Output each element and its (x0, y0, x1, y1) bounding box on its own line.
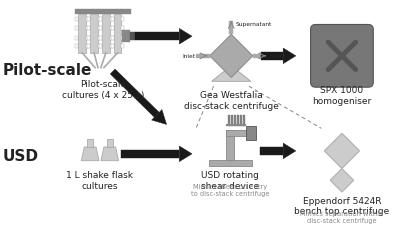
Bar (243, 115, 245, 127)
Bar (87, 18, 90, 21)
Bar (196, 55, 210, 58)
Polygon shape (212, 66, 251, 82)
Text: Pilot-scale
cultures (4 x 25 L): Pilot-scale cultures (4 x 25 L) (62, 80, 144, 99)
Text: USD rotating
shear device: USD rotating shear device (201, 171, 259, 190)
Bar (122, 37, 124, 41)
Bar (99, 27, 102, 31)
Text: SPX 1000
homogeniser: SPX 1000 homogeniser (312, 86, 372, 105)
Bar (114, 15, 122, 54)
Bar (226, 131, 234, 160)
Bar (111, 18, 114, 21)
Bar (98, 37, 101, 41)
Bar (111, 45, 114, 49)
Text: Solids: Solids (270, 54, 287, 59)
Polygon shape (81, 147, 99, 161)
Polygon shape (260, 147, 283, 155)
Polygon shape (330, 169, 354, 192)
Bar (122, 27, 124, 31)
Bar (122, 45, 124, 49)
Bar (86, 18, 89, 21)
Polygon shape (283, 143, 296, 159)
Bar (226, 131, 250, 137)
Text: Inlet: Inlet (182, 54, 195, 59)
Polygon shape (261, 53, 283, 61)
Polygon shape (283, 49, 296, 64)
Text: Pilot-scale: Pilot-scale (3, 63, 92, 78)
Bar (246, 127, 256, 140)
Polygon shape (179, 29, 192, 45)
Bar (87, 45, 90, 49)
Bar (111, 27, 114, 31)
Bar (90, 15, 98, 54)
Polygon shape (101, 147, 118, 161)
Text: Mimics separation within
disc-stack centrifuge: Mimics separation within disc-stack cent… (300, 210, 384, 223)
Text: Eppendorf 5424R
bench top centrifuge: Eppendorf 5424R bench top centrifuge (294, 196, 390, 215)
Bar (110, 37, 113, 41)
Bar (78, 15, 86, 54)
Bar (122, 31, 130, 43)
Bar (99, 37, 102, 41)
Bar (231, 115, 233, 127)
Bar (130, 33, 135, 41)
Bar (98, 18, 101, 21)
Bar (209, 160, 252, 166)
Text: Mimics shear on entry
to disc-stack centrifuge: Mimics shear on entry to disc-stack cent… (191, 183, 270, 196)
Bar (76, 10, 131, 15)
Bar (237, 115, 239, 127)
Bar (102, 15, 110, 54)
Bar (87, 37, 90, 41)
Bar (98, 27, 101, 31)
Text: Gea Westfalia
disc-stack centrifuge: Gea Westfalia disc-stack centrifuge (184, 91, 279, 110)
Text: USD: USD (3, 149, 39, 164)
Bar (86, 37, 89, 41)
Polygon shape (179, 146, 192, 162)
Bar (110, 45, 113, 49)
Bar (226, 125, 246, 127)
Text: Supernatant: Supernatant (235, 21, 271, 27)
Bar (228, 115, 230, 127)
Bar (122, 18, 124, 21)
Polygon shape (152, 110, 166, 125)
Bar (76, 37, 78, 41)
Bar (111, 37, 114, 41)
FancyBboxPatch shape (310, 25, 373, 88)
Polygon shape (324, 134, 360, 169)
Bar (87, 27, 90, 31)
Bar (110, 27, 113, 31)
Polygon shape (122, 150, 179, 158)
Bar (87, 140, 93, 147)
Bar (76, 27, 78, 31)
Bar (253, 55, 266, 58)
Text: 1 L shake flask
cultures: 1 L shake flask cultures (66, 171, 134, 190)
Bar (107, 140, 113, 147)
Polygon shape (210, 35, 253, 78)
Polygon shape (110, 70, 159, 118)
Polygon shape (135, 33, 179, 41)
Bar (76, 45, 78, 49)
Bar (98, 45, 101, 49)
Bar (240, 115, 242, 127)
Bar (99, 18, 102, 21)
Bar (86, 45, 89, 49)
Bar (229, 21, 233, 35)
Bar (76, 18, 78, 21)
Bar (110, 18, 113, 21)
Bar (99, 45, 102, 49)
Bar (234, 115, 236, 127)
Bar (86, 27, 89, 31)
